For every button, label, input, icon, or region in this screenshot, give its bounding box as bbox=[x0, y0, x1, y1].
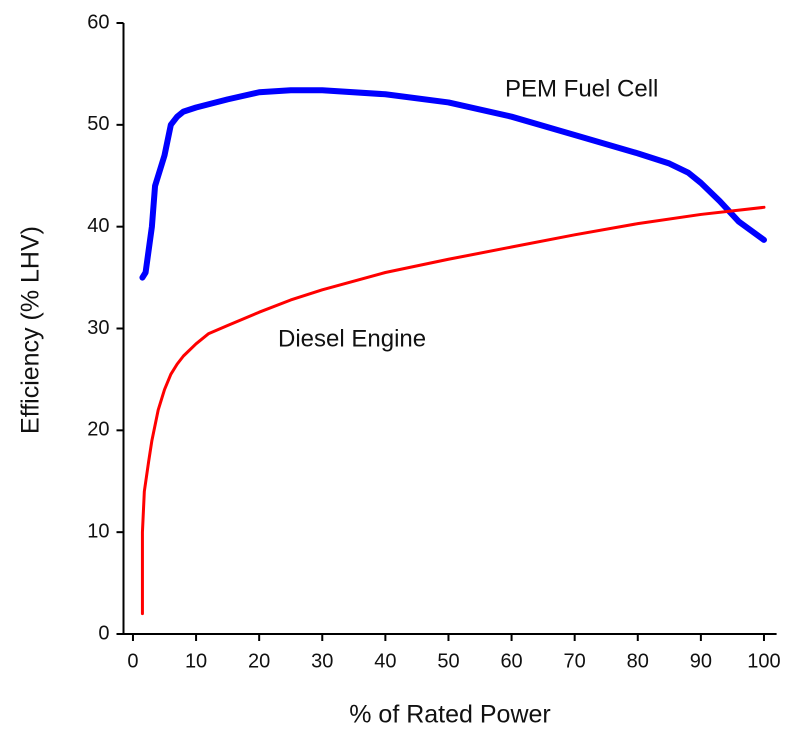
x-tick-label: 40 bbox=[374, 650, 396, 672]
series-annotation: PEM Fuel Cell bbox=[505, 75, 658, 102]
x-tick-label: 50 bbox=[437, 650, 459, 672]
x-tick-label: 90 bbox=[690, 650, 712, 672]
x-tick-label: 10 bbox=[185, 650, 207, 672]
x-tick-label: 60 bbox=[500, 650, 522, 672]
x-tick-label: 30 bbox=[311, 650, 333, 672]
x-tick-label: 100 bbox=[747, 650, 780, 672]
x-axis-title: % of Rated Power bbox=[349, 701, 551, 729]
series-line bbox=[140, 205, 766, 616]
series-line bbox=[139, 87, 767, 281]
x-tick-label: 20 bbox=[248, 650, 270, 672]
y-tick-label: 60 bbox=[87, 11, 109, 33]
x-tick-label: 0 bbox=[127, 650, 138, 672]
y-tick-label: 50 bbox=[87, 113, 109, 135]
y-tick-label: 10 bbox=[87, 520, 109, 542]
x-tick-label: 80 bbox=[627, 650, 649, 672]
series-annotation: Diesel Engine bbox=[278, 325, 426, 352]
y-tick-label: 0 bbox=[98, 622, 109, 644]
x-tick-label: 70 bbox=[564, 650, 586, 672]
y-tick-label: 40 bbox=[87, 215, 109, 237]
y-axis-title: Efficiency (% LHV) bbox=[17, 226, 45, 434]
y-tick-label: 30 bbox=[87, 317, 109, 339]
y-tick-label: 20 bbox=[87, 419, 109, 441]
